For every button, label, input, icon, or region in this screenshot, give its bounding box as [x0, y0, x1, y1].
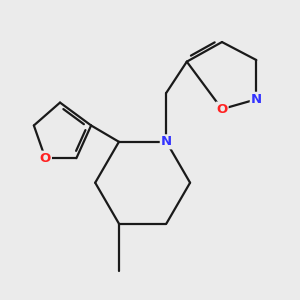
Text: O: O: [216, 103, 228, 116]
Text: N: N: [251, 93, 262, 106]
Text: O: O: [40, 152, 51, 165]
Text: N: N: [161, 135, 172, 148]
